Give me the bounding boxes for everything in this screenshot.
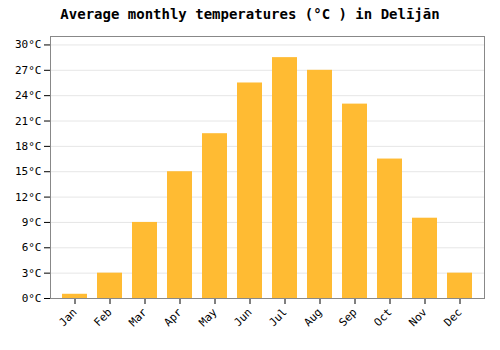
html-text:Average monthly temperatures (: Average monthly temperatures (°C ) in De… [60, 6, 440, 22]
svg-text:Feb: Feb [91, 306, 114, 329]
svg-text:30°C: 30°C [15, 38, 42, 51]
svg-text:21°C: 21°C [15, 115, 42, 128]
svg-text:3°C: 3°C [22, 267, 42, 280]
svg-text:Nov: Nov [406, 305, 430, 329]
svg-text:Apr: Apr [161, 305, 185, 329]
svg-text:Jan: Jan [56, 306, 79, 329]
svg-text:24°C: 24°C [15, 89, 42, 102]
svg-text:9°C: 9°C [22, 216, 42, 229]
svg-text:Mar: Mar [126, 305, 150, 329]
svg-text:May: May [196, 305, 220, 329]
svg-text:15°C: 15°C [15, 165, 42, 178]
svg-text:Jun: Jun [231, 306, 254, 329]
svg-text:Sep: Sep [336, 306, 359, 329]
svg-text:6°C: 6°C [22, 241, 42, 254]
svg-text:0°C: 0°C [22, 292, 42, 305]
svg-text:12°C: 12°C [15, 191, 42, 204]
svg-text:18°C: 18°C [15, 140, 42, 153]
svg-text:Aug: Aug [301, 306, 324, 329]
svg-text:Dec: Dec [441, 306, 464, 329]
svg-text:27°C: 27°C [15, 64, 42, 77]
svg-text:Jul: Jul [266, 306, 289, 329]
svg-text:Oct: Oct [371, 306, 394, 329]
